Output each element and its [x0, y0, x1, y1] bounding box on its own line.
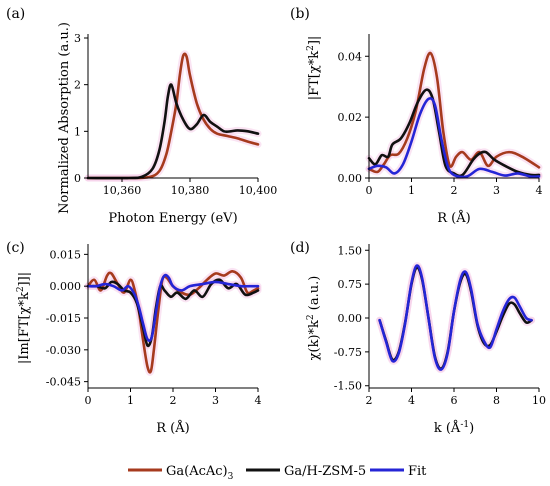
- x-tick-label: 4: [536, 184, 543, 197]
- series-ga_hzsm5-line: [367, 88, 541, 178]
- x-tick-label: 3: [493, 184, 500, 197]
- panel-label: (b): [290, 6, 310, 22]
- series-fit-line: [378, 264, 533, 371]
- y-tick-label: -0.015: [46, 312, 81, 325]
- y-tick-label: -0.045: [46, 376, 81, 389]
- x-tick-label: 10,380: [171, 184, 210, 197]
- y-axis-title: |Im[FT[χ*k2]]|: [16, 272, 32, 364]
- panel-a: (a) 10,360 10,380 10,400 0 1 2 3 Photon Energy (…: [6, 6, 277, 226]
- x-tick-label: 0: [366, 184, 373, 197]
- x-tick-label: 2: [366, 394, 373, 407]
- x-tick-label: 8: [493, 394, 500, 407]
- series-fit-line: [367, 96, 541, 179]
- x-tick-label: 2: [451, 184, 458, 197]
- legend-label-ga_hzsm5: Ga/H-ZSM-5: [284, 464, 366, 479]
- x-tick-label: 10,400: [239, 184, 278, 197]
- panel-label: (a): [6, 6, 25, 22]
- y-tick-label: 1: [74, 125, 81, 138]
- x-tick-label: 1: [408, 184, 415, 197]
- y-tick-label: -1.50: [334, 380, 362, 393]
- panel-label: (d): [290, 240, 310, 256]
- y-axis-title: Normalized Absorption (a.u.): [57, 22, 72, 214]
- y-axis-title: |FT[χ*k2]|: [306, 36, 322, 101]
- legend-label-ga_acac: Ga(AcAc)3: [166, 464, 234, 482]
- y-tick-label: 0: [74, 172, 81, 185]
- x-tick-label: 2: [170, 394, 177, 407]
- x-axis-title: R (Å): [156, 420, 189, 436]
- y-axis-title: χ(k)*k2 (a.u.): [306, 276, 322, 361]
- x-tick-label: 4: [408, 394, 415, 407]
- x-axis-title: k (Å-1): [434, 420, 474, 436]
- x-tick-label: 4: [255, 394, 262, 407]
- y-tick-label: -0.75: [334, 346, 362, 359]
- x-axis-title: R (Å): [437, 210, 470, 226]
- y-tick-label: 0.000: [50, 280, 82, 293]
- panel-label: (c): [6, 240, 25, 256]
- panel-c: (c) 0 1 2 3 4 0.015 0.000 -0.015 -0.030 -0.045 R (Å…: [6, 240, 262, 436]
- y-tick-label: 3: [74, 32, 81, 45]
- x-tick-label: 3: [212, 394, 219, 407]
- x-tick-label: 1: [127, 394, 134, 407]
- series-ga_acac-line: [86, 52, 260, 180]
- series-ga_acac-line: [86, 270, 260, 374]
- series-fit-glow: [376, 262, 536, 374]
- x-tick-label: 10,360: [103, 184, 142, 197]
- legend: Ga(AcAc)3 Ga/H-ZSM-5 Fit: [128, 464, 427, 482]
- x-tick-label: 6: [451, 394, 458, 407]
- y-tick-label: 0.00: [338, 172, 363, 185]
- series-ga_hzsm5-line: [86, 83, 260, 180]
- x-tick-label: 10: [532, 394, 546, 407]
- series-fit-line: [86, 273, 260, 342]
- y-tick-label: 0.02: [338, 111, 363, 124]
- y-tick-label: 2: [74, 79, 81, 92]
- y-tick-label: 1.50: [338, 244, 363, 257]
- y-tick-label: 0.04: [338, 50, 363, 63]
- panel-b: (b) 0 1 2 3 4 0.00 0.02 0.04 R (Å) |FT[χ*k2]|: [290, 6, 543, 226]
- panel-d: (d) 2 4 6 8 10 1.50 0.75 0.00 -0.75 -1.50 k (Å-1) χ(…: [290, 240, 546, 436]
- y-tick-label: 0.00: [338, 312, 363, 325]
- series-ga_hzsm5-line: [86, 278, 260, 348]
- y-tick-label: -0.030: [46, 344, 81, 357]
- y-tick-label: 0.75: [338, 278, 363, 291]
- x-tick-label: 0: [85, 394, 92, 407]
- x-axis-title: Photon Energy (eV): [108, 211, 237, 226]
- legend-label-fit: Fit: [408, 464, 427, 479]
- y-tick-label: 0.015: [50, 248, 82, 261]
